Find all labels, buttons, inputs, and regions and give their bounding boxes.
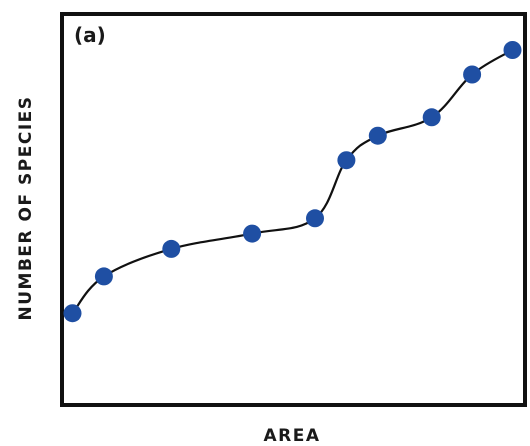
data-point-8: [422, 108, 441, 127]
plot-frame: [60, 12, 527, 407]
x-axis-title: AREA: [263, 426, 320, 446]
data-point-10: [503, 41, 522, 59]
panel-label: (a): [74, 23, 106, 47]
data-point-3: [162, 239, 181, 258]
data-point-7: [368, 126, 387, 145]
data-points: [63, 41, 522, 323]
data-point-2: [94, 267, 113, 286]
data-point-9: [463, 65, 482, 84]
data-point-4: [243, 224, 262, 243]
y-axis-title: NUMBER OF SPECIES: [16, 96, 36, 321]
trend-curve: [71, 49, 514, 314]
data-point-6: [337, 151, 356, 170]
data-point-5: [306, 209, 324, 228]
data-point-1: [63, 304, 82, 323]
